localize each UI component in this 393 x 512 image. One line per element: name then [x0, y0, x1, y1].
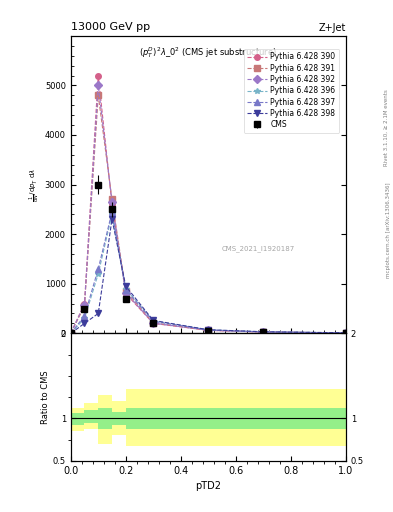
Pythia 6.428 390 — [82, 301, 87, 307]
Pythia 6.428 396 — [123, 286, 128, 292]
Pythia 6.428 398 — [151, 317, 156, 324]
Text: $(p_T^D)^2\lambda\_0^2$ (CMS jet substructure): $(p_T^D)^2\lambda\_0^2$ (CMS jet substru… — [140, 45, 277, 60]
Pythia 6.428 397 — [151, 318, 156, 325]
Line: Pythia 6.428 397: Pythia 6.428 397 — [68, 209, 349, 336]
Pythia 6.428 396 — [343, 330, 348, 336]
Pythia 6.428 397 — [96, 266, 101, 272]
Pythia 6.428 397 — [261, 329, 266, 335]
Pythia 6.428 392 — [206, 327, 211, 333]
Pythia 6.428 390 — [343, 330, 348, 336]
Y-axis label: $\frac{1}{\mathrm{d}N} / \mathrm{d}p_T\ \mathrm{d}\lambda$: $\frac{1}{\mathrm{d}N} / \mathrm{d}p_T\ … — [28, 167, 42, 202]
Pythia 6.428 397 — [206, 327, 211, 333]
Pythia 6.428 391 — [343, 330, 348, 336]
Pythia 6.428 396 — [82, 315, 87, 322]
Line: Pythia 6.428 396: Pythia 6.428 396 — [68, 211, 349, 336]
Pythia 6.428 392 — [261, 329, 266, 335]
Legend: Pythia 6.428 390, Pythia 6.428 391, Pythia 6.428 392, Pythia 6.428 396, Pythia 6: Pythia 6.428 390, Pythia 6.428 391, Pyth… — [244, 49, 339, 133]
Pythia 6.428 390 — [96, 72, 101, 78]
Text: mcplots.cern.ch [arXiv:1306.3436]: mcplots.cern.ch [arXiv:1306.3436] — [386, 183, 391, 278]
Pythia 6.428 391 — [206, 327, 211, 333]
Pythia 6.428 390 — [110, 201, 114, 207]
Pythia 6.428 398 — [123, 283, 128, 289]
Pythia 6.428 396 — [68, 330, 73, 336]
Pythia 6.428 397 — [123, 287, 128, 293]
Pythia 6.428 398 — [82, 321, 87, 327]
Pythia 6.428 391 — [151, 320, 156, 326]
Line: Pythia 6.428 390: Pythia 6.428 390 — [68, 73, 349, 336]
Pythia 6.428 392 — [110, 199, 114, 205]
X-axis label: pTD2: pTD2 — [195, 481, 221, 491]
Y-axis label: Ratio to CMS: Ratio to CMS — [41, 370, 50, 424]
Pythia 6.428 396 — [151, 318, 156, 324]
Line: Pythia 6.428 392: Pythia 6.428 392 — [68, 82, 349, 336]
Pythia 6.428 391 — [123, 288, 128, 294]
Pythia 6.428 392 — [68, 330, 73, 336]
Pythia 6.428 391 — [110, 197, 114, 203]
Pythia 6.428 398 — [68, 330, 73, 336]
Text: Rivet 3.1.10, ≥ 2.1M events: Rivet 3.1.10, ≥ 2.1M events — [384, 90, 389, 166]
Pythia 6.428 391 — [261, 329, 266, 335]
Line: Pythia 6.428 398: Pythia 6.428 398 — [68, 217, 349, 336]
Pythia 6.428 390 — [68, 330, 73, 336]
Pythia 6.428 391 — [68, 330, 73, 336]
Pythia 6.428 392 — [151, 320, 156, 326]
Pythia 6.428 390 — [151, 321, 156, 327]
Line: Pythia 6.428 391: Pythia 6.428 391 — [68, 93, 349, 336]
Pythia 6.428 398 — [261, 329, 266, 335]
Pythia 6.428 397 — [68, 330, 73, 336]
Pythia 6.428 398 — [206, 327, 211, 333]
Pythia 6.428 396 — [96, 271, 101, 277]
Pythia 6.428 391 — [82, 303, 87, 309]
Pythia 6.428 397 — [110, 209, 114, 215]
Pythia 6.428 396 — [206, 327, 211, 333]
Pythia 6.428 397 — [82, 313, 87, 319]
Pythia 6.428 392 — [343, 330, 348, 336]
Pythia 6.428 398 — [110, 216, 114, 222]
Pythia 6.428 392 — [96, 82, 101, 89]
Pythia 6.428 396 — [261, 329, 266, 335]
Pythia 6.428 396 — [110, 211, 114, 218]
Pythia 6.428 392 — [123, 290, 128, 296]
Pythia 6.428 390 — [123, 291, 128, 297]
Pythia 6.428 390 — [261, 329, 266, 335]
Pythia 6.428 392 — [82, 302, 87, 308]
Text: CMS_2021_I1920187: CMS_2021_I1920187 — [222, 245, 295, 252]
Pythia 6.428 398 — [96, 310, 101, 316]
Text: Z+Jet: Z+Jet — [318, 23, 346, 33]
Pythia 6.428 397 — [343, 330, 348, 336]
Pythia 6.428 390 — [206, 327, 211, 333]
Pythia 6.428 391 — [96, 92, 101, 98]
Pythia 6.428 398 — [343, 330, 348, 336]
Text: 13000 GeV pp: 13000 GeV pp — [71, 23, 150, 32]
